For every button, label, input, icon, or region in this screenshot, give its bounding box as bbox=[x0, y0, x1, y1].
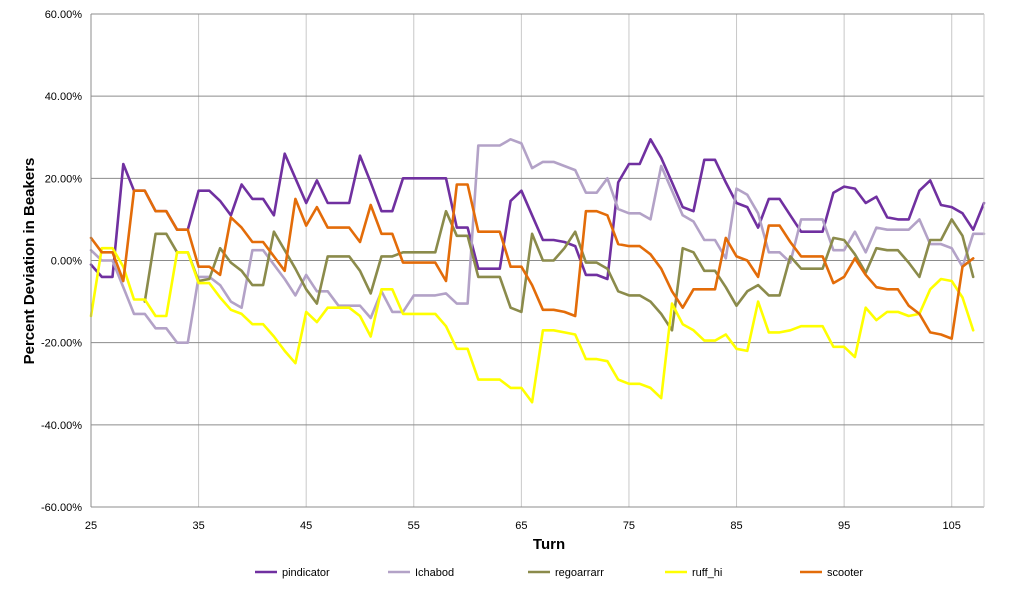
series-line-regoarrarr bbox=[143, 209, 975, 332]
legend-label-scooter: scooter bbox=[827, 567, 863, 579]
series-lines bbox=[89, 138, 986, 404]
y-tick-label: -60.00% bbox=[41, 502, 82, 514]
y-tick-label: -40.00% bbox=[41, 420, 82, 432]
legend-label-ichabod: Ichabod bbox=[415, 567, 454, 579]
x-axis-title: Turn bbox=[533, 536, 565, 553]
legend-label-pindicator: pindicator bbox=[282, 567, 330, 579]
axes bbox=[90, 14, 985, 507]
x-tick-labels: 25 35 45 55 65 75 85 95 105 bbox=[85, 520, 961, 532]
x-tick-label: 105 bbox=[943, 520, 961, 532]
series-line-ichabod bbox=[89, 138, 986, 344]
y-tick-labels: -60.00% -40.00% -20.00% 0.00% 20.00% 40.00% 60… bbox=[41, 9, 82, 514]
legend-label-ruff-hi: ruff_hi bbox=[692, 567, 722, 579]
y-tick-label: 60.00% bbox=[45, 9, 83, 21]
y-tick-label: -20.00% bbox=[41, 338, 82, 350]
x-tick-label: 95 bbox=[838, 520, 850, 532]
y-tick-label: 40.00% bbox=[45, 91, 83, 103]
legend: pindicator Ichabod regoarrarr ruff_hi scoote… bbox=[255, 567, 863, 579]
x-tick-label: 55 bbox=[408, 520, 420, 532]
legend-label-regoarrarr: regoarrarr bbox=[555, 567, 604, 579]
x-tick-label: 85 bbox=[730, 520, 742, 532]
series-line-pindicator bbox=[89, 138, 986, 281]
x-tick-label: 25 bbox=[85, 520, 97, 532]
series-line-scooter bbox=[89, 183, 975, 340]
x-tick-label: 75 bbox=[623, 520, 635, 532]
x-tick-label: 45 bbox=[300, 520, 312, 532]
y-tick-label: 20.00% bbox=[45, 173, 83, 185]
gridlines bbox=[90, 13, 984, 508]
x-tick-label: 65 bbox=[515, 520, 527, 532]
x-tick-label: 35 bbox=[192, 520, 204, 532]
series-line-ruff-hi bbox=[89, 246, 975, 404]
y-axis-title: Percent Deviation in Beakers bbox=[21, 158, 38, 365]
y-tick-label: 0.00% bbox=[51, 256, 82, 268]
